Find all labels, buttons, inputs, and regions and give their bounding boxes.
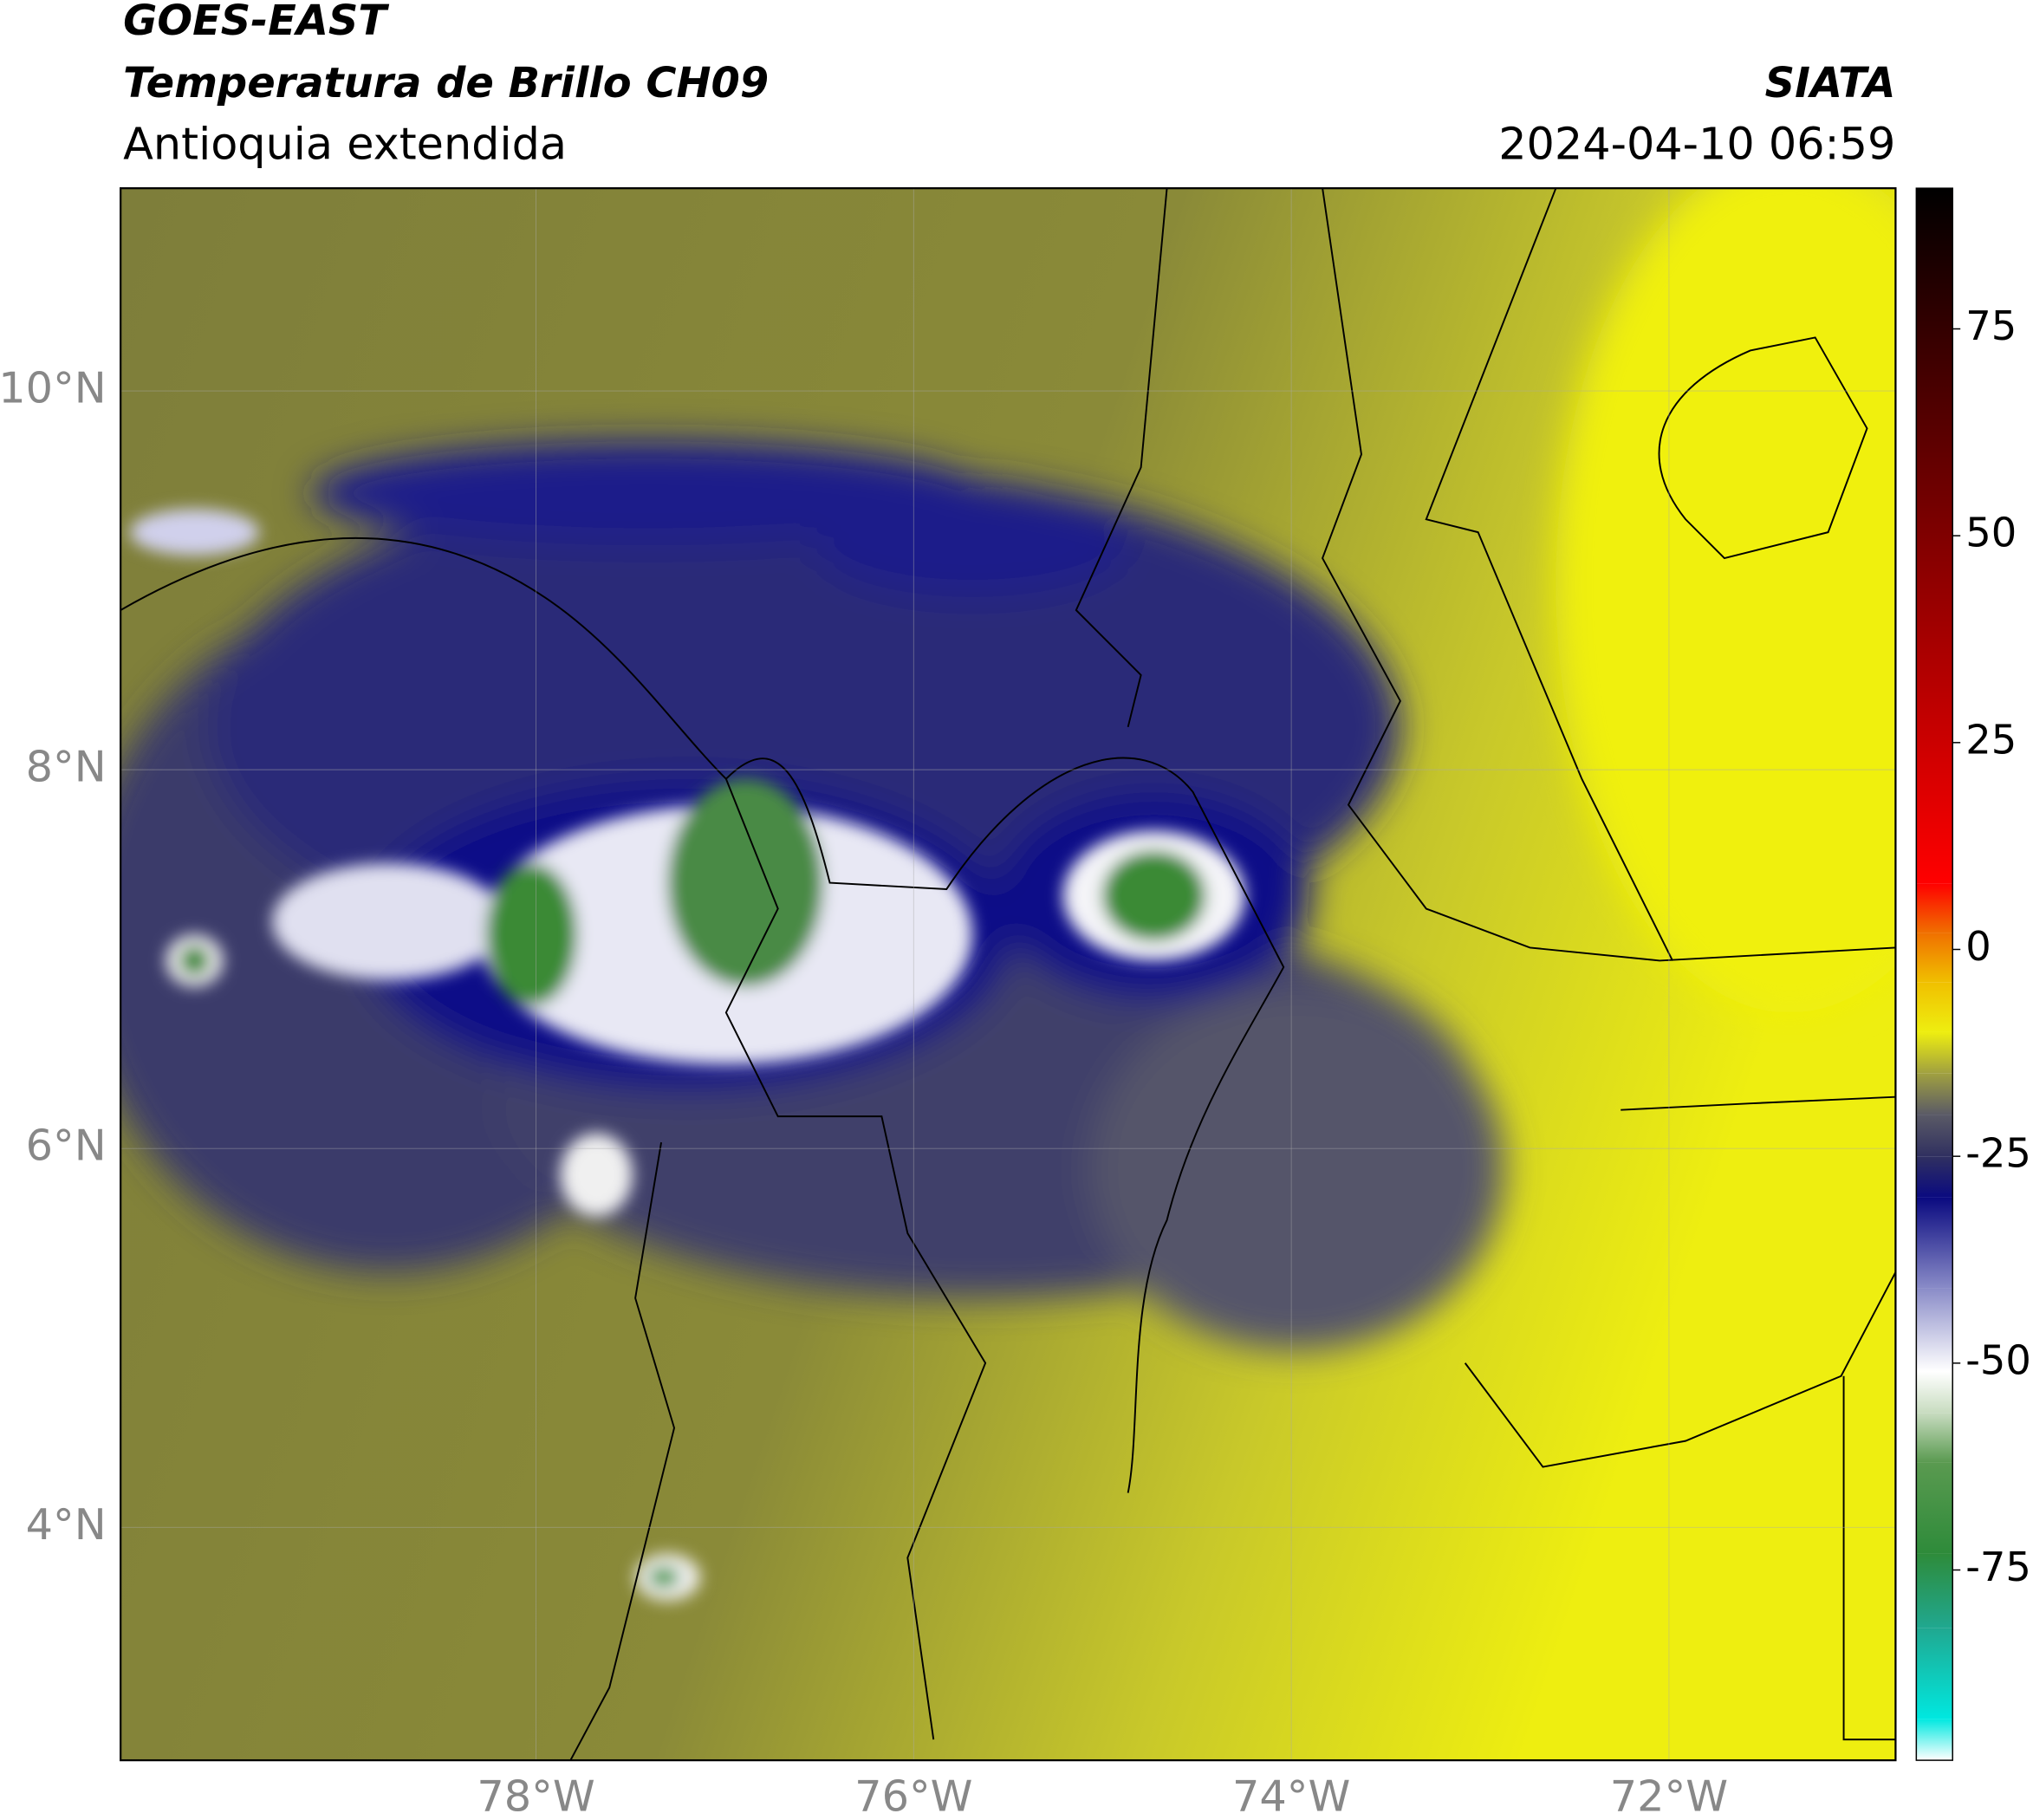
colorbar-segment <box>1916 188 1953 884</box>
y-tick-label: 10°N <box>0 363 107 413</box>
colorbar-tick-label: 0 <box>1965 923 1991 970</box>
x-tick-label: 72°W <box>1610 1771 1728 1820</box>
colorbar-segment <box>1916 982 1953 1032</box>
colorbar-segment <box>1916 933 1953 983</box>
warm-area <box>1556 188 1896 1013</box>
cold-cores <box>129 509 1245 1601</box>
x-tick-label: 78°W <box>477 1771 594 1820</box>
colorbar-frame <box>1915 187 1953 1761</box>
subtitle: Temperatura de Brillo CH09 <box>123 60 769 107</box>
y-tick-label: 8°N <box>26 742 107 792</box>
title: GOES-EAST <box>123 0 389 45</box>
timestamp: 2024-04-10 06:59 <box>1498 119 1895 170</box>
colorbar-tick-label: 50 <box>1965 510 2017 556</box>
y-tick-label: 6°N <box>26 1121 107 1171</box>
colorbar-segment <box>1916 1719 1953 1761</box>
colorbar-tick-label: -25 <box>1965 1130 2031 1177</box>
colorbar: 75 50 25 0 -25 -50 -75 <box>1916 188 2031 1761</box>
colorbar-tick-label: 75 <box>1965 302 2017 349</box>
colorbar-segment <box>1916 1628 1953 1719</box>
colorbar-segment <box>1916 1073 1953 1115</box>
map-frame <box>120 187 1897 1762</box>
colorbar-segment <box>1916 1115 1953 1157</box>
y-tick-label: 4°N <box>26 1499 107 1550</box>
colorbar-tick-label: 25 <box>1965 716 2017 763</box>
x-tick-label: 74°W <box>1232 1771 1350 1820</box>
region: Antioquia extendida <box>123 119 567 170</box>
colorbar-segment <box>1916 1462 1953 1554</box>
x-tick-label: 76°W <box>854 1771 972 1820</box>
colorbar-segment <box>1916 1156 1953 1198</box>
colorbar-segment <box>1916 883 1953 933</box>
colorbar-segment <box>1916 1288 1953 1372</box>
map-image <box>120 188 1896 1761</box>
colorbar-segment <box>1916 1371 1953 1414</box>
colorbar-segment <box>1916 1031 1953 1074</box>
colorbar-tick-label: -50 <box>1965 1336 2031 1383</box>
grid <box>120 188 1896 1761</box>
colorbar-segment <box>1916 1553 1953 1628</box>
borders <box>120 188 1896 1761</box>
colorbar-segment <box>1916 1197 1953 1289</box>
colorbar-tick-label: -75 <box>1965 1544 2031 1590</box>
source: SIATA <box>1765 60 1896 107</box>
colorbar-segment <box>1916 1413 1953 1463</box>
